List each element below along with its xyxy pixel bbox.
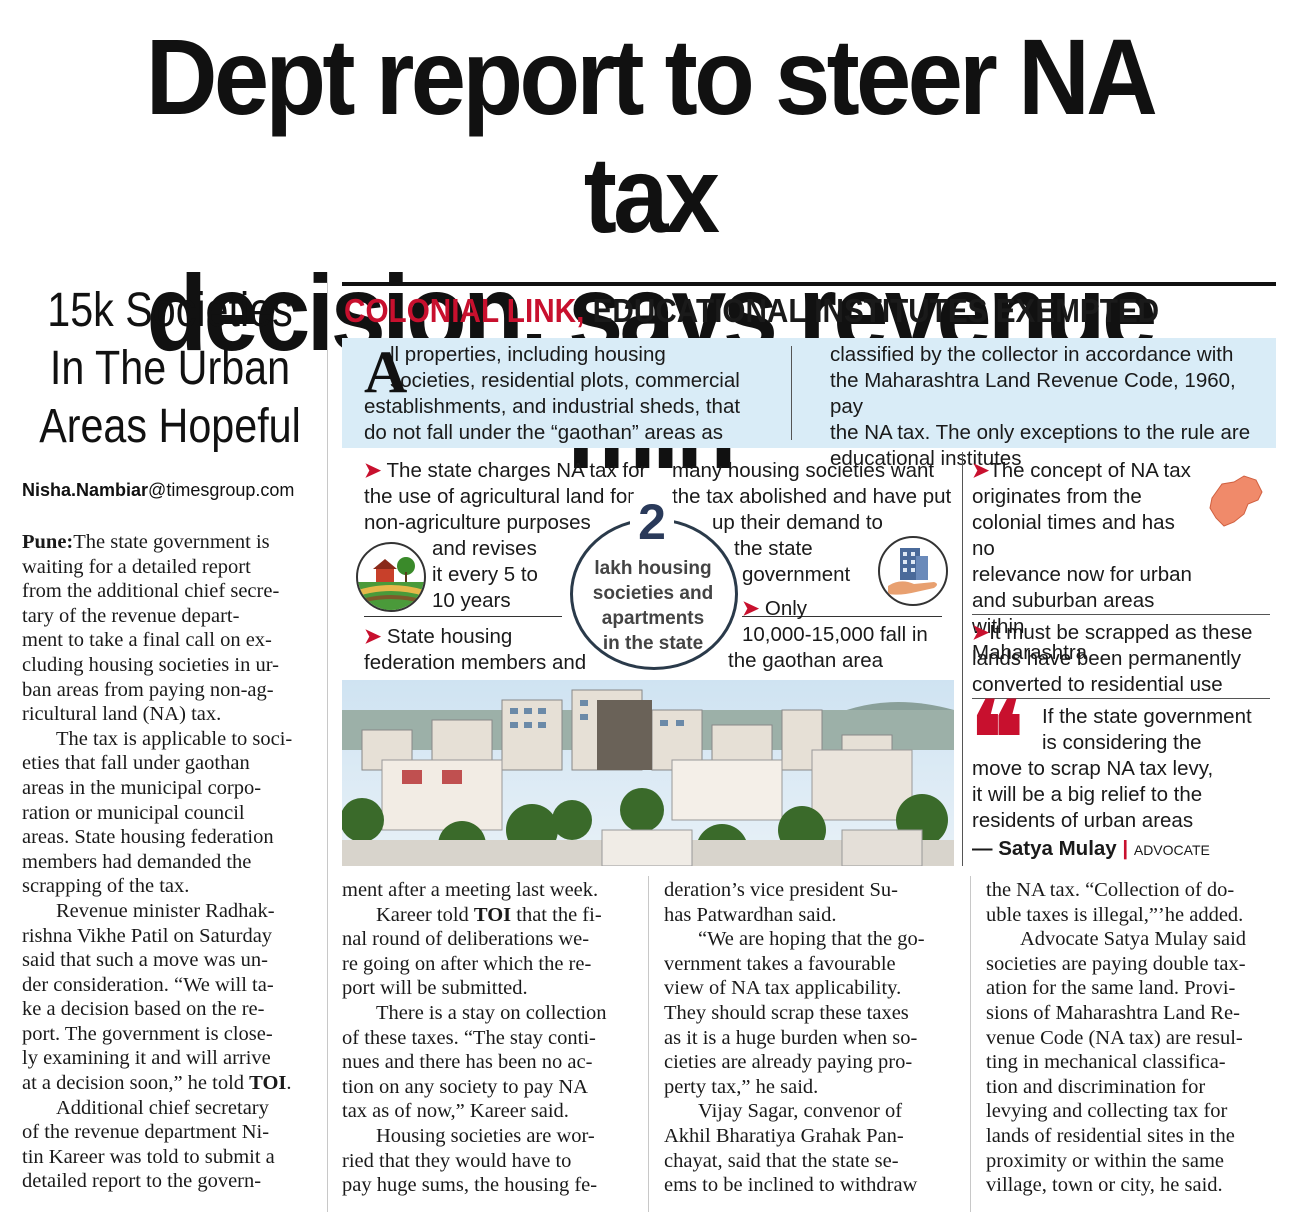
paragraph: Vijay Sagar, convenor of Akhil Bharatiya …: [664, 1100, 918, 1197]
box-title-black: EDUCATIONAL INSTITUTES EXEMPTED: [584, 292, 1160, 329]
paragraph: Pune:The state government is waiting for …: [22, 531, 280, 726]
stat-label: lakh housing societies and apartments in…: [592, 558, 714, 654]
fact-point-2-continued: many housing societies want the tax abol…: [672, 459, 952, 586]
point-divider: [742, 616, 942, 617]
box-title: COLONIAL LINK, EDUCATIONAL INSTITUTES EX…: [344, 292, 1159, 330]
stat-number: 2: [630, 494, 674, 550]
fact-point-3: ➤ Only 10,000-15,000 fall in the gaothan…: [728, 597, 928, 672]
kicker-line: 15k Societies: [47, 284, 293, 337]
article-column-1: Pune:The state government is waiting for …: [22, 530, 312, 1194]
paragraph: The tax is applicable to soci-eties that…: [22, 727, 293, 898]
paragraph: Housing societies are wor-ried that they…: [342, 1124, 598, 1197]
paragraph: ment after a meeting last week.: [342, 879, 599, 901]
point-divider: [364, 616, 562, 617]
point-divider: [972, 614, 1270, 615]
arrow-icon: ➤: [364, 459, 382, 482]
byline-domain: @timesgroup.com: [148, 480, 295, 500]
toi-mention: TOI: [473, 903, 512, 926]
paragraph: Advocate Satya Mulay said societies are p…: [986, 928, 1247, 1197]
paragraph: Kareer told TOI that the fi-nal round of…: [342, 903, 602, 1000]
farmland-icon: [356, 542, 426, 612]
side-panel-divider: [962, 452, 963, 866]
paragraph: “We are hoping that the go-vernment take…: [664, 928, 925, 1098]
arrow-icon: ➤: [972, 621, 990, 644]
intro-right: classified by the collector in accordanc…: [830, 343, 1251, 470]
column-divider: [327, 282, 328, 1212]
arrow-icon: ➤: [742, 597, 760, 620]
article-column-2: ment after a meeting last week. Kareer t…: [342, 878, 632, 1198]
paragraph: the NA tax. “Collection of do-uble taxes…: [986, 879, 1244, 926]
paragraph: Additional chief secretary of the revenue…: [22, 1096, 275, 1193]
byline: Nisha.Nambiar@timesgroup.com: [22, 480, 294, 501]
quote-mark-icon: ❝: [970, 684, 1024, 795]
housing-hand-icon: [878, 536, 948, 606]
column-divider: [970, 876, 971, 1212]
fact-point-2: ➤ State housing federation members and: [364, 625, 587, 674]
quote-author: — Satya Mulay: [972, 837, 1117, 860]
drop-cap: A: [364, 339, 408, 405]
kicker-line: Areas Hopeful: [39, 400, 301, 453]
maharashtra-map-icon: [1204, 470, 1266, 532]
box-top-rule: [342, 282, 1276, 286]
arrow-icon: ➤: [972, 459, 990, 482]
quote-role: ADVOCATE: [1133, 842, 1210, 858]
side-point-1: ➤The concept of NA tax originates from t…: [972, 459, 1192, 664]
fact-point-1: ➤ The state charges NA tax for the use o…: [364, 459, 647, 612]
intro-left: A ll properties, including housing socie…: [364, 339, 741, 444]
article-column-3: deration’s vice president Su-has Patward…: [664, 878, 954, 1198]
kicker-line: In The Urban: [49, 342, 291, 395]
kicker: 15k Societies In The Urban Areas Hopeful: [36, 282, 304, 456]
toi-mention: TOI: [249, 1072, 287, 1095]
column-divider: [648, 876, 649, 1212]
intro-divider: [791, 346, 792, 440]
box-title-red: COLONIAL LINK,: [344, 292, 585, 329]
side-point-2: ➤It must be scrapped as these lands have…: [972, 621, 1253, 696]
arrow-icon: ➤: [364, 625, 382, 648]
city-skyline-photo: [342, 680, 954, 866]
byline-name: Nisha.Nambiar: [22, 480, 149, 500]
paragraph: There is a stay on collection of these ta…: [342, 1001, 607, 1123]
dateline: Pune:: [22, 531, 74, 553]
pull-quote: If the state government is considering t…: [972, 705, 1252, 860]
article-column-4: the NA tax. “Collection of do-uble taxes…: [986, 878, 1276, 1198]
point-divider: [972, 698, 1270, 699]
paragraph: deration’s vice president Su-has Patward…: [664, 879, 898, 926]
headline-line-1: Dept report to steer NA tax: [145, 16, 1158, 255]
paragraph: Revenue minister Radhak-rishna Vikhe Pat…: [22, 899, 292, 1095]
intro-panel: A ll properties, including housing socie…: [342, 338, 1276, 470]
